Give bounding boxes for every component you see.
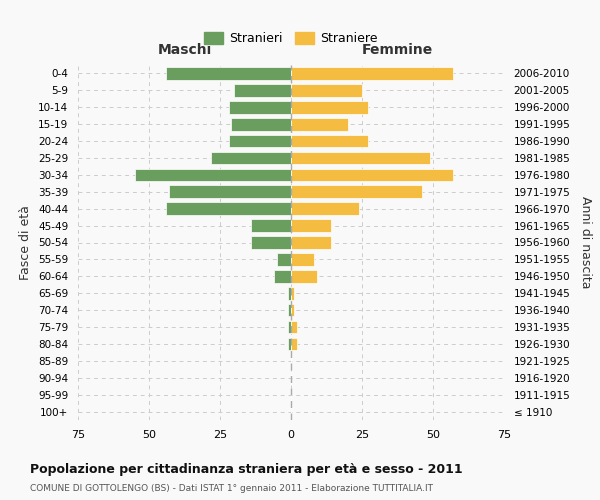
Bar	[291, 67, 453, 80]
Bar	[274, 270, 291, 282]
Bar	[291, 118, 348, 130]
Bar	[291, 320, 296, 334]
Bar	[291, 101, 368, 114]
Legend: Stranieri, Straniere: Stranieri, Straniere	[204, 32, 378, 45]
Bar	[291, 236, 331, 249]
Y-axis label: Fasce di età: Fasce di età	[19, 205, 32, 280]
Text: Maschi: Maschi	[157, 43, 212, 57]
Bar	[291, 152, 430, 164]
Bar	[251, 236, 291, 249]
Bar	[288, 338, 291, 350]
Bar	[288, 304, 291, 316]
Bar	[234, 84, 291, 96]
Bar	[291, 270, 317, 282]
Bar	[291, 287, 294, 300]
Text: Femmine: Femmine	[362, 43, 433, 57]
Bar	[291, 202, 359, 215]
Bar	[277, 253, 291, 266]
Bar	[229, 134, 291, 147]
Bar	[135, 168, 291, 181]
Bar	[291, 253, 314, 266]
Bar	[251, 220, 291, 232]
Bar	[291, 186, 422, 198]
Bar	[291, 84, 362, 96]
Y-axis label: Anni di nascita: Anni di nascita	[579, 196, 592, 289]
Bar	[291, 134, 368, 147]
Bar	[291, 304, 294, 316]
Bar	[169, 186, 291, 198]
Bar	[232, 118, 291, 130]
Bar	[288, 320, 291, 334]
Text: Popolazione per cittadinanza straniera per età e sesso - 2011: Popolazione per cittadinanza straniera p…	[30, 462, 463, 475]
Bar	[229, 101, 291, 114]
Bar	[291, 220, 331, 232]
Bar	[291, 338, 296, 350]
Text: COMUNE DI GOTTOLENGO (BS) - Dati ISTAT 1° gennaio 2011 - Elaborazione TUTTITALIA: COMUNE DI GOTTOLENGO (BS) - Dati ISTAT 1…	[30, 484, 433, 493]
Bar	[288, 287, 291, 300]
Bar	[211, 152, 291, 164]
Bar	[291, 168, 453, 181]
Bar	[166, 67, 291, 80]
Bar	[166, 202, 291, 215]
